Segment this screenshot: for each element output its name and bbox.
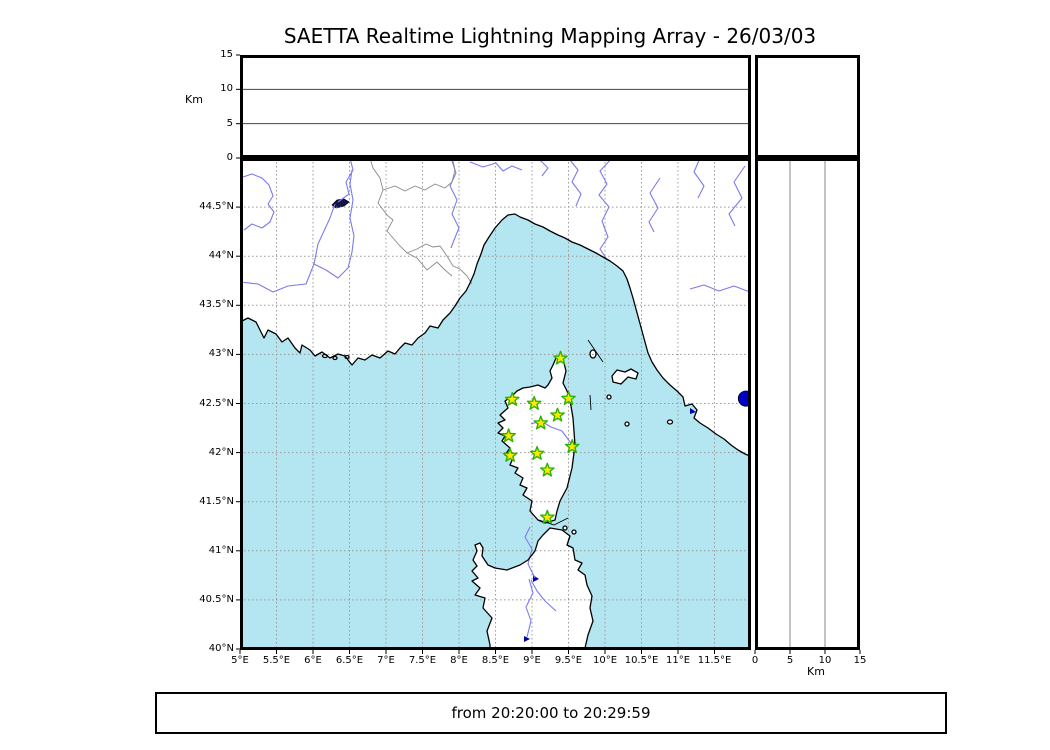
- lat-tick-label: 42.5°N: [199, 397, 234, 409]
- altitude-axis-unit-label: Km: [185, 93, 203, 106]
- lon-tick-label: 7°E: [377, 655, 395, 666]
- station-markers: [501, 350, 580, 524]
- station-marker: [561, 390, 576, 405]
- bottom-km-axis-unit-label: Km: [807, 665, 825, 678]
- lat-tick-label: 43.5°N: [199, 299, 234, 311]
- page-title: SAETTA Realtime Lightning Mapping Array …: [283, 24, 817, 48]
- station-marker: [553, 350, 568, 365]
- lon-tick-label: 10.5°E: [624, 655, 659, 666]
- altitude-tick-label: 0: [226, 152, 233, 163]
- station-marker: [504, 391, 520, 406]
- station-marker: [550, 407, 565, 422]
- lon-tick-label: 11°E: [665, 655, 691, 666]
- lat-tick-label: 41°N: [208, 544, 234, 556]
- station-marker: [501, 428, 516, 443]
- country-borders: [369, 158, 473, 285]
- lon-tick-label: 5.5°E: [262, 655, 291, 666]
- lake: [690, 408, 696, 414]
- lat-tick-label: 40.5°N: [199, 593, 234, 605]
- station-marker: [529, 445, 545, 460]
- km-tick-label: 0: [751, 655, 759, 666]
- station-marker: [533, 415, 549, 430]
- altitude-panel-border: [240, 55, 751, 158]
- lat-tick-label: 42°N: [208, 446, 234, 458]
- map-border: [240, 158, 751, 650]
- station-marker: [502, 447, 518, 462]
- lon-tick-label: 9.5°E: [554, 655, 583, 666]
- footer-box: from 20:20:00 to 20:29:59: [155, 692, 947, 734]
- station-marker: [564, 439, 580, 454]
- right-panel-border: [755, 158, 860, 650]
- corner-panel: [755, 55, 860, 158]
- lon-tick-label: 9°E: [523, 655, 541, 666]
- lat-tick-label: 41.5°N: [199, 495, 234, 507]
- lon-tick-label: 8°E: [450, 655, 468, 666]
- km-tick-label: 10: [818, 655, 832, 666]
- lon-tick-label: 5°E: [231, 655, 249, 666]
- altitude-longitude-panel: [240, 55, 751, 158]
- time-range-text: from 20:20:00 to 20:29:59: [451, 704, 651, 722]
- station-marker: [540, 462, 555, 477]
- station-marker: [526, 395, 542, 410]
- altitude-tick-label: 10: [220, 83, 233, 95]
- lake: [524, 636, 530, 642]
- rivers: [240, 158, 751, 638]
- altitude-tick-label: 15: [220, 49, 233, 60]
- coastlines: [240, 158, 751, 649]
- map-panel: [240, 158, 751, 650]
- lat-tick-label: 43°N: [208, 348, 234, 360]
- lat-tick-label: 44°N: [208, 250, 234, 262]
- lat-tick-label: 44.5°N: [199, 201, 234, 213]
- lat-tick-label: 40°N: [208, 643, 234, 654]
- corner-panel-border: [755, 55, 860, 158]
- altitude-tick-label: 5: [226, 117, 233, 129]
- lon-tick-label: 6°E: [304, 655, 322, 666]
- station-marker: [540, 509, 555, 524]
- lon-tick-label: 6.5°E: [335, 655, 364, 666]
- lon-tick-label: 7.5°E: [408, 655, 437, 666]
- lon-tick-label: 11.5°E: [697, 655, 732, 666]
- lightning-event-dot: [737, 390, 751, 407]
- km-tick-label: 5: [786, 655, 794, 666]
- lon-tick-label: 10°E: [592, 655, 618, 666]
- altitude-latitude-panel: [755, 158, 860, 650]
- km-tick-label: 15: [853, 655, 867, 666]
- lon-tick-label: 8.5°E: [481, 655, 510, 666]
